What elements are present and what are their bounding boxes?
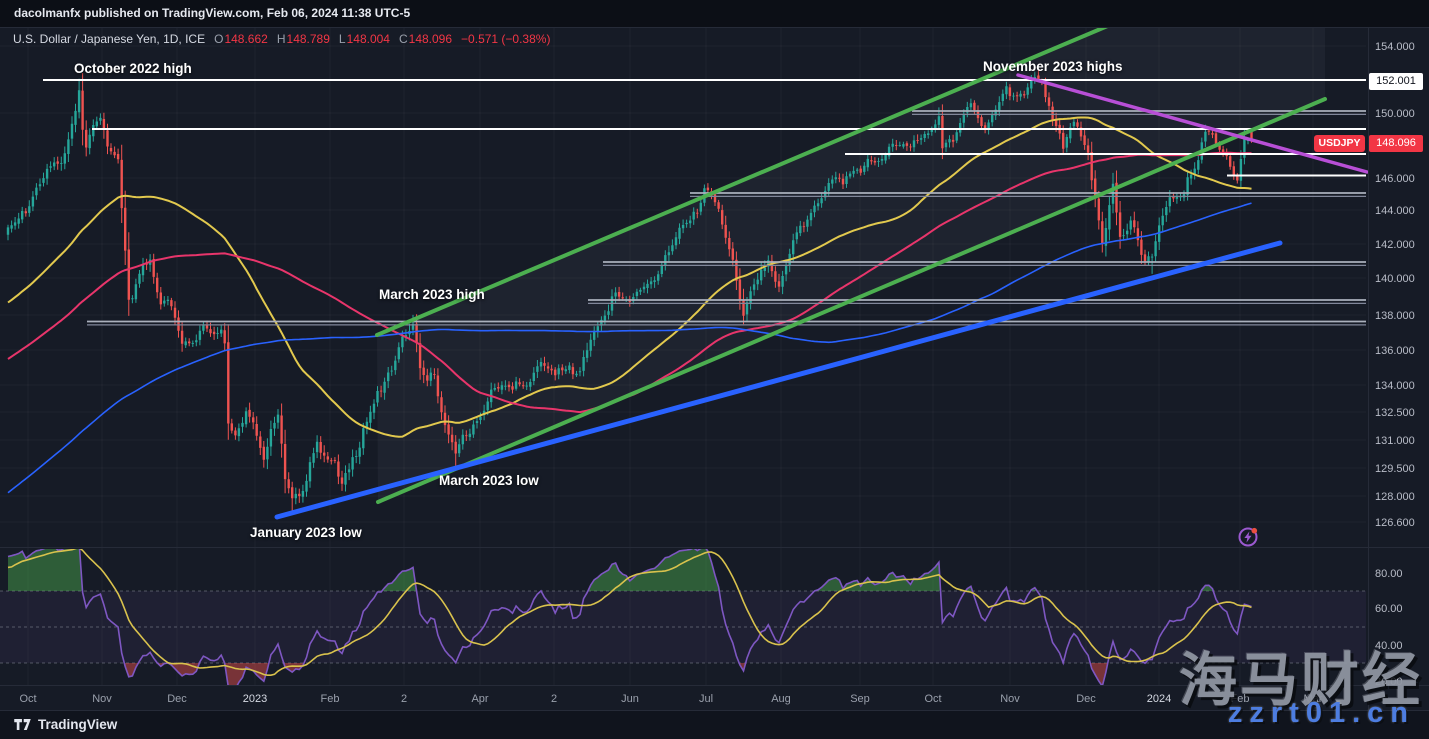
time-tick: Feb bbox=[321, 693, 340, 705]
bottom-bar bbox=[0, 710, 1429, 739]
open-value: 148.662 bbox=[224, 32, 268, 46]
annotation-october-2022-high[interactable]: October 2022 high bbox=[74, 61, 192, 76]
low-value: 148.004 bbox=[346, 32, 390, 46]
level-lines bbox=[43, 79, 1366, 326]
price-tick: 131.000 bbox=[1375, 435, 1415, 447]
ma-line-50[interactable] bbox=[7, 116, 1252, 438]
symbol-info-bar[interactable]: U.S. Dollar / Japanese Yen, 1D, ICE O 14… bbox=[13, 32, 550, 46]
trendline-trend_green[interactable] bbox=[375, 20, 1119, 337]
annotation-november-2023-highs[interactable]: November 2023 highs bbox=[983, 59, 1123, 74]
time-tick: Mar bbox=[1304, 693, 1323, 705]
close-value: 148.096 bbox=[408, 32, 453, 46]
time-axis[interactable]: Oct Nov Dec 2023 Feb 2 Apr 2 Jun Jul Aug Sep Oct Nov D… bbox=[19, 693, 1322, 705]
low-label: L bbox=[338, 32, 346, 46]
time-tick: Sep bbox=[850, 693, 870, 705]
flash-icon[interactable] bbox=[1238, 527, 1258, 547]
symbol-title[interactable]: U.S. Dollar / Japanese Yen, 1D, ICE bbox=[13, 32, 206, 46]
symbol-badge: USDJPY bbox=[1314, 134, 1365, 152]
price-tick: 129.500 bbox=[1375, 463, 1415, 475]
trendline-trend_purple[interactable] bbox=[1016, 73, 1368, 174]
high-value: 148.789 bbox=[286, 32, 330, 46]
trendlines bbox=[274, 20, 1368, 520]
trendline-trend_blue[interactable] bbox=[274, 240, 1283, 520]
tradingview-logo-icon bbox=[14, 719, 31, 730]
time-tick: Apr bbox=[471, 693, 488, 705]
last-price-label: 148.096 bbox=[1369, 134, 1423, 152]
price-tick: 144.000 bbox=[1375, 205, 1415, 217]
time-tick: Aug bbox=[771, 693, 791, 705]
close-label: C bbox=[398, 32, 408, 46]
indicator-tick: 20.00 bbox=[1375, 676, 1403, 688]
price-tick: 140.000 bbox=[1375, 273, 1415, 285]
price-tick: 128.000 bbox=[1375, 491, 1415, 503]
annotation-january-2023-low[interactable]: January 2023 low bbox=[250, 525, 362, 540]
price-tick: 134.000 bbox=[1375, 380, 1415, 392]
time-tick: 2023 bbox=[243, 693, 267, 705]
change-value: −0.571 (−0.38%) bbox=[461, 32, 551, 46]
time-tick: Jul bbox=[699, 693, 713, 705]
pane-borders bbox=[0, 27, 1429, 710]
time-tick: 2 bbox=[551, 693, 557, 705]
rsi-band-fill bbox=[0, 591, 1366, 663]
price-tick: 142.000 bbox=[1375, 239, 1415, 251]
watermark-chinese-text: 海马财经 bbox=[1178, 648, 1423, 713]
time-tick: 2 bbox=[401, 693, 407, 705]
price-tick: 154.000 bbox=[1375, 41, 1415, 53]
publish-info-text: dacolmanfx published on TradingView.com,… bbox=[14, 6, 411, 20]
time-tick: Jun bbox=[621, 693, 639, 705]
time-tick: Dec bbox=[1076, 693, 1096, 705]
price-axis[interactable]: 154.000 150.000 146.000 144.000 142.000 140.0… bbox=[1375, 41, 1415, 529]
watermark-site-url: zzrt01.cn bbox=[1227, 697, 1415, 729]
time-tick: Nov bbox=[92, 693, 112, 705]
indicator-axis[interactable]: 80.00 60.00 40.00 20.00 bbox=[1375, 568, 1403, 688]
price-tick: 136.000 bbox=[1375, 345, 1415, 357]
annotation-march-2023-low[interactable]: March 2023 low bbox=[439, 473, 539, 488]
open-label: O bbox=[214, 32, 224, 46]
level-price-label[interactable]: 152.001 bbox=[1369, 72, 1423, 90]
price-tick: 132.500 bbox=[1375, 407, 1415, 419]
time-tick: Dec bbox=[167, 693, 187, 705]
price-tick: 150.000 bbox=[1375, 108, 1415, 120]
rsi-ma-line[interactable] bbox=[7, 548, 1252, 676]
time-tick: Oct bbox=[19, 693, 36, 705]
time-tick: Oct bbox=[924, 693, 941, 705]
gridlines bbox=[0, 28, 1366, 685]
indicator-tick: 80.00 bbox=[1375, 568, 1403, 580]
price-tick: 138.000 bbox=[1375, 310, 1415, 322]
tradingview-logo-text: TradingView bbox=[38, 717, 118, 732]
candles-layer[interactable] bbox=[6, 69, 1253, 512]
tradingview-logo[interactable]: TradingView bbox=[14, 717, 117, 732]
rsi-line[interactable] bbox=[7, 542, 1252, 689]
price-tick: 126.600 bbox=[1375, 517, 1415, 529]
time-tick: Feb bbox=[1231, 693, 1250, 705]
rsi-indicator bbox=[0, 542, 1366, 689]
trendline-trend_green[interactable] bbox=[376, 97, 1327, 504]
annotation-march-2023-high[interactable]: March 2023 high bbox=[379, 287, 485, 302]
indicator-tick: 40.00 bbox=[1375, 640, 1403, 652]
time-tick: Nov bbox=[1000, 693, 1020, 705]
price-tick: 146.000 bbox=[1375, 173, 1415, 185]
publish-banner: dacolmanfx published on TradingView.com,… bbox=[0, 0, 1429, 27]
indicator-tick: 60.00 bbox=[1375, 603, 1403, 615]
time-tick: 2024 bbox=[1147, 693, 1171, 705]
rsi-overbought-fill bbox=[8, 549, 1214, 591]
high-label: H bbox=[276, 32, 286, 46]
